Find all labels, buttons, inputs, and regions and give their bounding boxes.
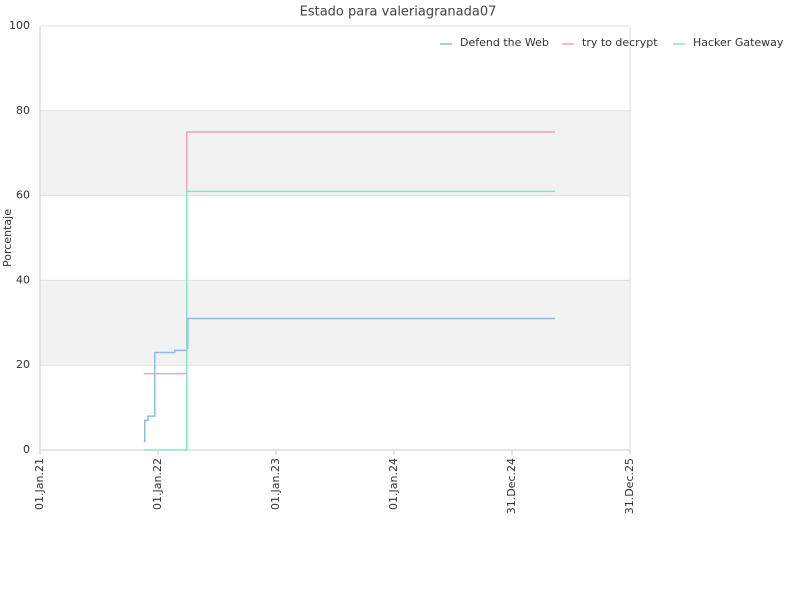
y-tick-label: 100 [9, 19, 30, 32]
x-tick-label: 01.Jan.22 [151, 458, 164, 510]
legend-label: Defend the Web [460, 36, 549, 49]
chart-title: Estado para valeriagranada07 [300, 5, 497, 20]
series-line [143, 317, 555, 443]
x-tick-label: 31.Dec.25 [623, 458, 636, 514]
y-tick-label: 0 [23, 443, 30, 456]
y-tick-label: 80 [16, 104, 30, 117]
x-tick-label: 31.Dec.24 [505, 458, 518, 514]
plot-band [40, 280, 630, 366]
y-tick-label: 20 [16, 358, 30, 371]
x-tick-label: 01.Jan.24 [387, 458, 400, 510]
legend-label: Hacker Gateway [693, 36, 784, 49]
x-tick-label: 01.Jan.23 [269, 458, 282, 510]
plot-band [40, 110, 630, 196]
y-axis-label: Porcentaje [1, 209, 14, 267]
legend-label: try to decrypt [582, 36, 658, 49]
y-tick-label: 60 [16, 189, 30, 202]
y-tick-label: 40 [16, 273, 30, 286]
x-tick-label: 01.Jan.21 [33, 458, 46, 510]
series-line [143, 190, 555, 451]
